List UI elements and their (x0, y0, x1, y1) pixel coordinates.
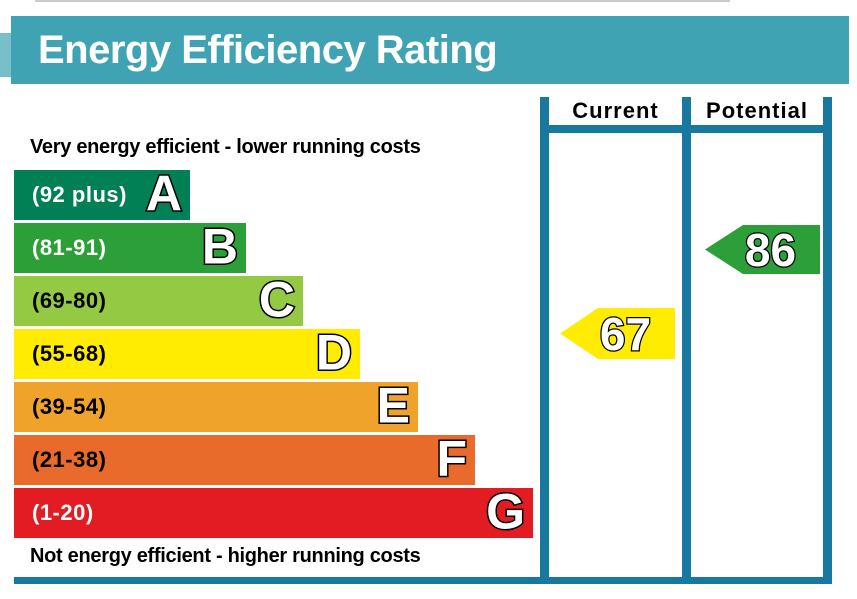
table-border-middle (682, 97, 691, 584)
band-e: (39-54) E (14, 377, 418, 434)
current-rating-value: 67 (599, 307, 653, 360)
band-g: (1-20) G (14, 483, 533, 540)
band-b-range: (81-91) (32, 235, 107, 260)
top-edge-artifact-line (35, 0, 730, 2)
potential-rating-arrow: 86 (705, 225, 820, 274)
header-bar: Energy Efficiency Rating (11, 16, 849, 84)
band-c-range: (69-80) (32, 288, 107, 313)
chart-bottom-rule (14, 577, 832, 584)
band-e-letter: E (375, 377, 411, 434)
table-border-right (823, 97, 832, 584)
page-title: Energy Efficiency Rating (38, 27, 498, 72)
current-column-header: Current (572, 98, 659, 123)
band-c-letter: C (257, 271, 296, 328)
bottom-caption: Not energy efficient - higher running co… (30, 545, 421, 567)
band-g-letter: G (485, 483, 527, 540)
table-header-underline (540, 125, 832, 133)
potential-rating-value: 86 (744, 223, 798, 276)
band-a: (92 plus) A (14, 165, 190, 222)
band-a-range: (92 plus) (32, 182, 127, 207)
top-caption: Very energy efficient - lower running co… (30, 136, 421, 158)
band-f: (21-38) F (14, 430, 475, 487)
potential-column-header: Potential (706, 98, 808, 123)
band-c: (69-80) C (14, 271, 303, 328)
band-f-range: (21-38) (32, 447, 107, 472)
band-d: (55-68) D (14, 324, 360, 381)
band-d-letter: D (314, 324, 353, 381)
band-b-letter: B (200, 218, 239, 275)
band-g-range: (1-20) (32, 500, 94, 525)
table-border-left (540, 97, 549, 584)
band-b: (81-91) B (14, 218, 246, 275)
band-d-range: (55-68) (32, 341, 107, 366)
band-e-range: (39-54) (32, 394, 107, 419)
band-a-letter: A (144, 165, 183, 222)
current-rating-arrow: 67 (560, 308, 675, 359)
band-f-letter: F (435, 430, 469, 487)
header-bar-left-fragment (0, 33, 11, 77)
